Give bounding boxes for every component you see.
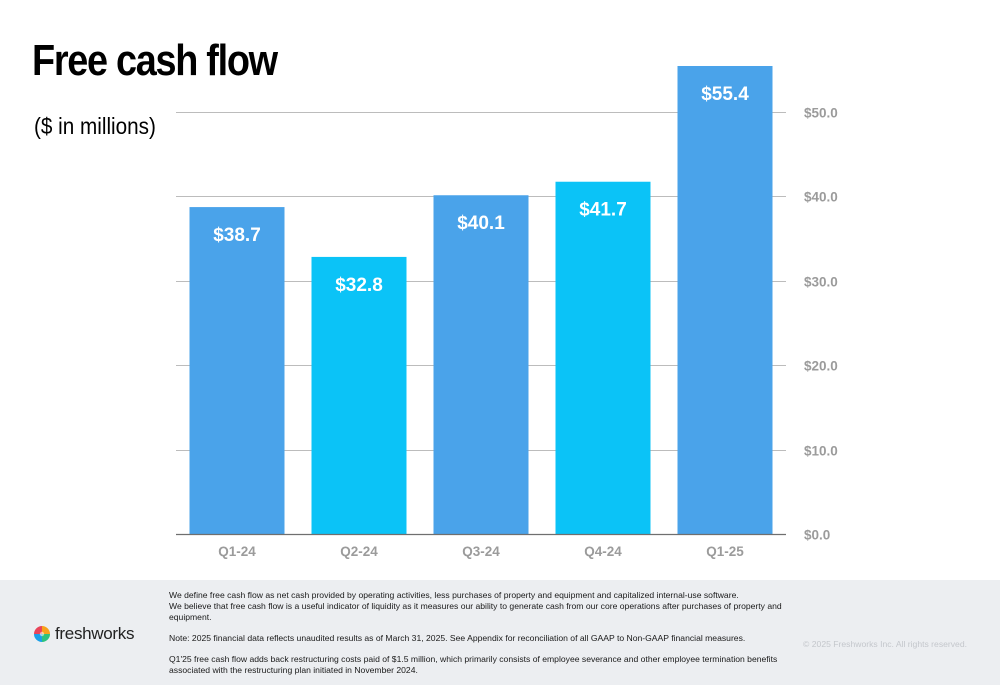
bar (677, 66, 773, 534)
bar (311, 256, 407, 534)
bar-value-label: $40.1 (457, 213, 505, 234)
bar-chart: $0.0 $10.0 $20.0 $30.0 $40.0 $50.0 Q1-24 Q2-24 Q… (176, 66, 838, 559)
freshworks-logo-icon (34, 626, 50, 642)
footnote-line: We define free cash flow as net cash pro… (169, 590, 739, 600)
footnote-line: We believe that free cash flow is a usef… (169, 601, 782, 622)
copyright-notice: © 2025 Freshworks Inc. All rights reserv… (803, 639, 967, 649)
y-tick-label: $0.0 (804, 528, 830, 543)
bar (433, 195, 529, 535)
footnote-restructuring: Q1'25 free cash flow adds back restructu… (169, 654, 778, 675)
y-tick-label: $20.0 (804, 359, 838, 374)
bar-value-label: $55.4 (701, 84, 749, 105)
x-tick-label: Q3-24 (462, 544, 500, 559)
page-title: Free cash flow (32, 36, 278, 85)
chart-data-labels: $38.7 $32.8 $40.1 $41.7 $55.4 (213, 84, 749, 296)
footnote-definition: We define free cash flow as net cash pro… (169, 590, 809, 623)
y-tick-label: $50.0 (804, 106, 838, 121)
bar-value-label: $32.8 (335, 275, 383, 296)
bar-value-label: $38.7 (213, 225, 261, 246)
chart-axes: $0.0 $10.0 $20.0 $30.0 $40.0 $50.0 Q1-24 Q2-24 Q… (176, 106, 838, 559)
x-tick-label: Q2-24 (340, 544, 378, 559)
bar (555, 181, 651, 534)
y-tick-label: $40.0 (804, 190, 838, 205)
chart-bars (189, 66, 773, 535)
footer-notes: We define free cash flow as net cash pro… (169, 590, 809, 685)
y-tick-label: $30.0 (804, 275, 838, 290)
bar-value-label: $41.7 (579, 200, 627, 221)
bar (189, 207, 285, 534)
footnote-unaudited: Note: 2025 financial data reflects unaud… (169, 633, 746, 643)
footer: freshworks We define free cash flow as n… (0, 580, 1000, 685)
y-tick-label: $10.0 (804, 444, 838, 459)
x-tick-label: Q4-24 (584, 544, 622, 559)
page-subtitle: ($ in millions) (34, 113, 156, 139)
x-tick-label: Q1-25 (706, 544, 744, 559)
brand-logo: freshworks (32, 624, 134, 644)
brand-name: freshworks (55, 624, 135, 643)
x-tick-label: Q1-24 (218, 544, 256, 559)
